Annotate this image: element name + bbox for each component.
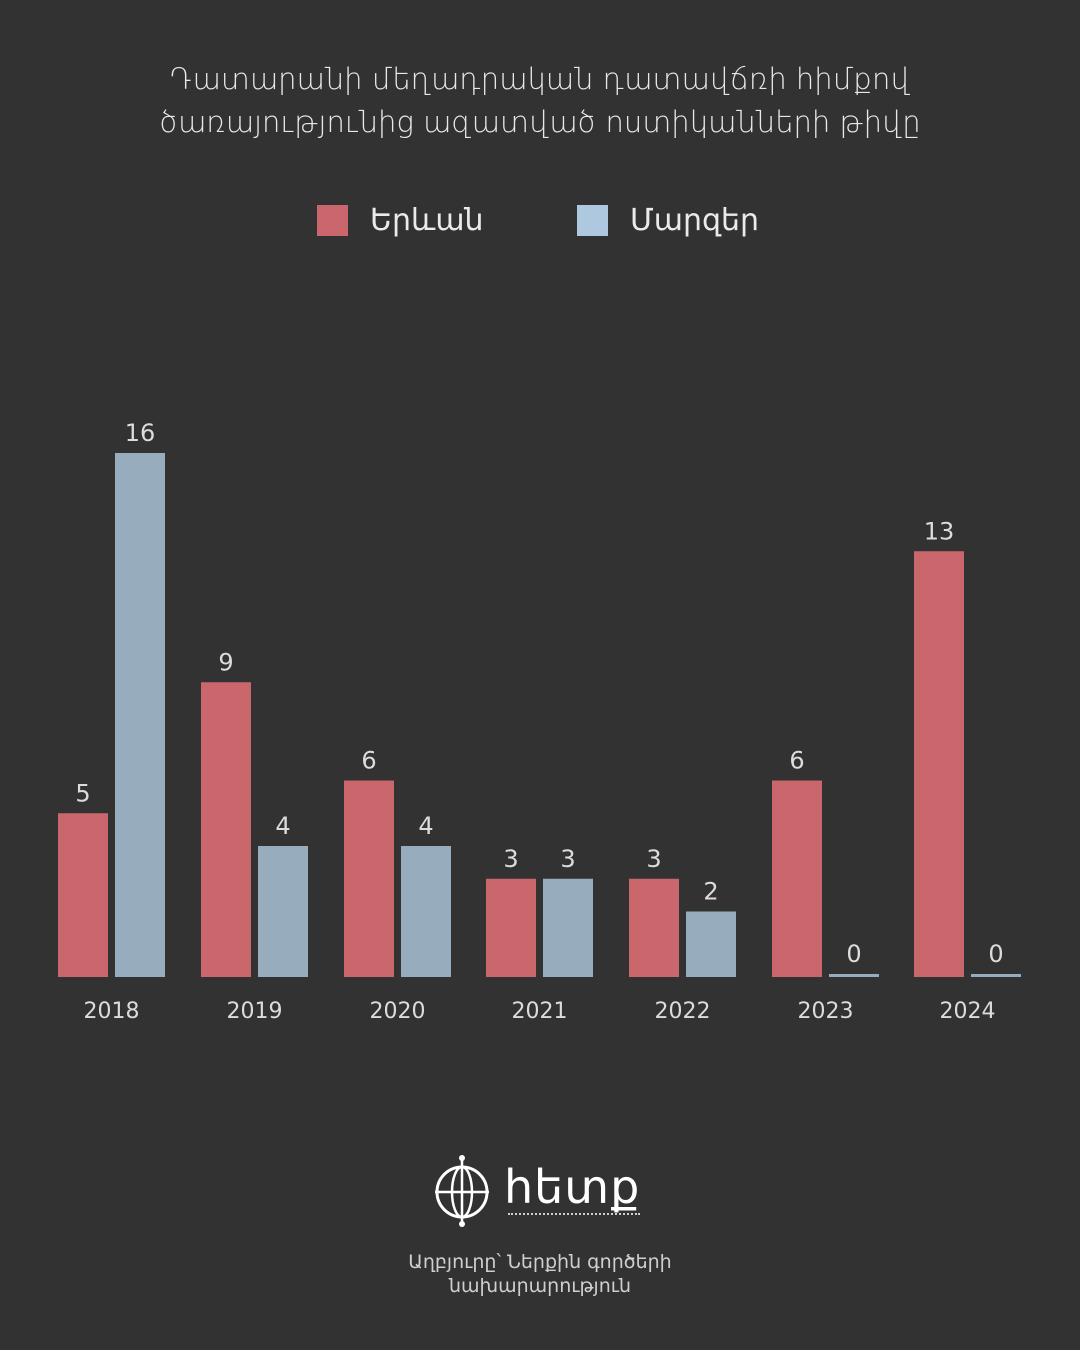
legend-label-yerevan: Երևան bbox=[370, 202, 484, 238]
legend-item-marzer: Մարզեր bbox=[577, 198, 759, 242]
bar-marzer-2022 bbox=[686, 911, 736, 977]
x-tick-label-2019: 2019 bbox=[227, 999, 283, 1024]
legend-label-marzer: Մարզեր bbox=[630, 202, 760, 238]
bar-marzer-2018 bbox=[115, 453, 165, 977]
source-note: Աղբյուրը՝ Ներքին գործերի նախարարություն bbox=[240, 1250, 840, 1298]
legend-item-yerevan: Երևան bbox=[317, 198, 484, 242]
data-label-marzer-2023: 0 bbox=[846, 940, 861, 968]
logo-tagline-mark bbox=[508, 1213, 640, 1219]
bar-marzer-2020 bbox=[401, 846, 451, 977]
data-label-yerevan-2018: 5 bbox=[75, 779, 90, 807]
logo-wordmark: հետք bbox=[504, 1160, 641, 1214]
x-tick-label-2023: 2023 bbox=[798, 999, 854, 1024]
data-label-marzer-2018: 16 bbox=[125, 419, 156, 447]
data-label-marzer-2022: 2 bbox=[703, 878, 718, 906]
data-label-yerevan-2021: 3 bbox=[503, 845, 518, 873]
legend-swatch-yerevan bbox=[317, 204, 348, 236]
x-tick-label-2022: 2022 bbox=[655, 999, 711, 1024]
compass-globe-icon bbox=[435, 1155, 489, 1227]
legend-swatch-marzer bbox=[577, 204, 608, 236]
chart-title-line-2: ծառայությունից ազատված ոստիկանների թիվը bbox=[159, 105, 921, 139]
data-label-marzer-2020: 4 bbox=[418, 812, 433, 840]
data-label-marzer-2021: 3 bbox=[560, 845, 575, 873]
bar-marzer-2023 bbox=[829, 974, 879, 977]
bar-yerevan-2019 bbox=[201, 682, 251, 977]
bar-marzer-2019 bbox=[258, 846, 308, 977]
bar-yerevan-2021 bbox=[486, 878, 536, 977]
bar-yerevan-2023 bbox=[772, 780, 822, 977]
bar-yerevan-2018 bbox=[58, 813, 108, 977]
x-tick-label-2020: 2020 bbox=[370, 999, 426, 1024]
bar-marzer-2021 bbox=[543, 878, 593, 977]
data-label-yerevan-2019: 9 bbox=[218, 648, 233, 676]
data-label-yerevan-2022: 3 bbox=[646, 845, 661, 873]
chart-title-line-1: Դատարանի մեղադրական դատավճռի հիմքով bbox=[169, 62, 911, 96]
data-label-marzer-2019: 4 bbox=[275, 812, 290, 840]
bar-chart: 5 16 2018 9 4 2019 6 4 2020 3 3 2021 3 2 2022 6 0 2023 13 0… bbox=[58, 419, 1021, 1024]
data-label-yerevan-2023: 6 bbox=[789, 747, 804, 775]
bar-marzer-2024 bbox=[971, 974, 1021, 977]
source-line-2: նախարարություն bbox=[448, 1275, 632, 1297]
bar-yerevan-2022 bbox=[629, 878, 679, 977]
bar-yerevan-2024 bbox=[914, 551, 964, 977]
hetq-logo: հետք bbox=[430, 1150, 660, 1230]
chart-legend: Երևան Մարզեր bbox=[0, 198, 1080, 242]
data-label-yerevan-2024: 13 bbox=[924, 517, 955, 545]
source-line-1: Աղբյուրը՝ Ներքին գործերի bbox=[408, 1251, 672, 1273]
bar-yerevan-2020 bbox=[344, 780, 394, 977]
x-tick-label-2021: 2021 bbox=[512, 999, 568, 1024]
x-tick-label-2018: 2018 bbox=[84, 999, 140, 1024]
chart-title: Դատարանի մեղադրական դատավճռի հիմքով ծառա… bbox=[90, 58, 990, 144]
data-label-marzer-2024: 0 bbox=[988, 940, 1003, 968]
data-label-yerevan-2020: 6 bbox=[361, 747, 376, 775]
x-tick-label-2024: 2024 bbox=[940, 999, 996, 1024]
